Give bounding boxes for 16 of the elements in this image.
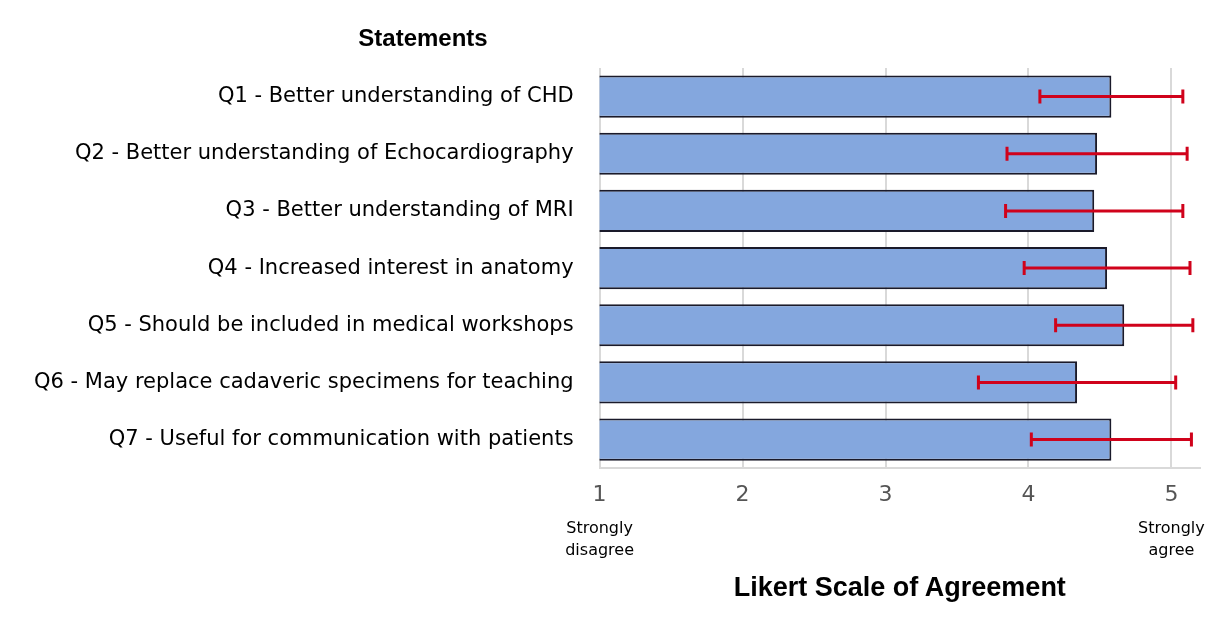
y-tick-label: Q5 - Should be included in medical workshops [87, 311, 574, 336]
text: Strongly disagree [565, 518, 635, 560]
x-tick-label: 5 [1164, 481, 1179, 507]
y-tick-label: Q2 - Better understanding of Echocardiography [74, 140, 574, 165]
y-tick-label: Q6 - May replace cadaveric specimens for teaching [33, 368, 574, 393]
y-tick-label: Q7 - Useful for communication with patients [108, 426, 574, 451]
x-tick-label: 2 [735, 481, 750, 507]
y-tick-label: Q1 - Better understanding of CHD [217, 83, 574, 108]
y-axis-title: Statements [358, 24, 488, 51]
x-tick-label: 4 [1021, 481, 1036, 507]
y-tick-label: Q4 - Increased interest in anatomy [207, 254, 574, 279]
text: Strongly agree [1138, 518, 1205, 560]
x-tick-label: 3 [878, 481, 893, 507]
x-tick-label: 1 [592, 481, 607, 507]
y-tick-label: Q3 - Better understanding of MRI [225, 197, 574, 222]
x-axis-title: Likert Scale of Agreement [733, 572, 1066, 603]
